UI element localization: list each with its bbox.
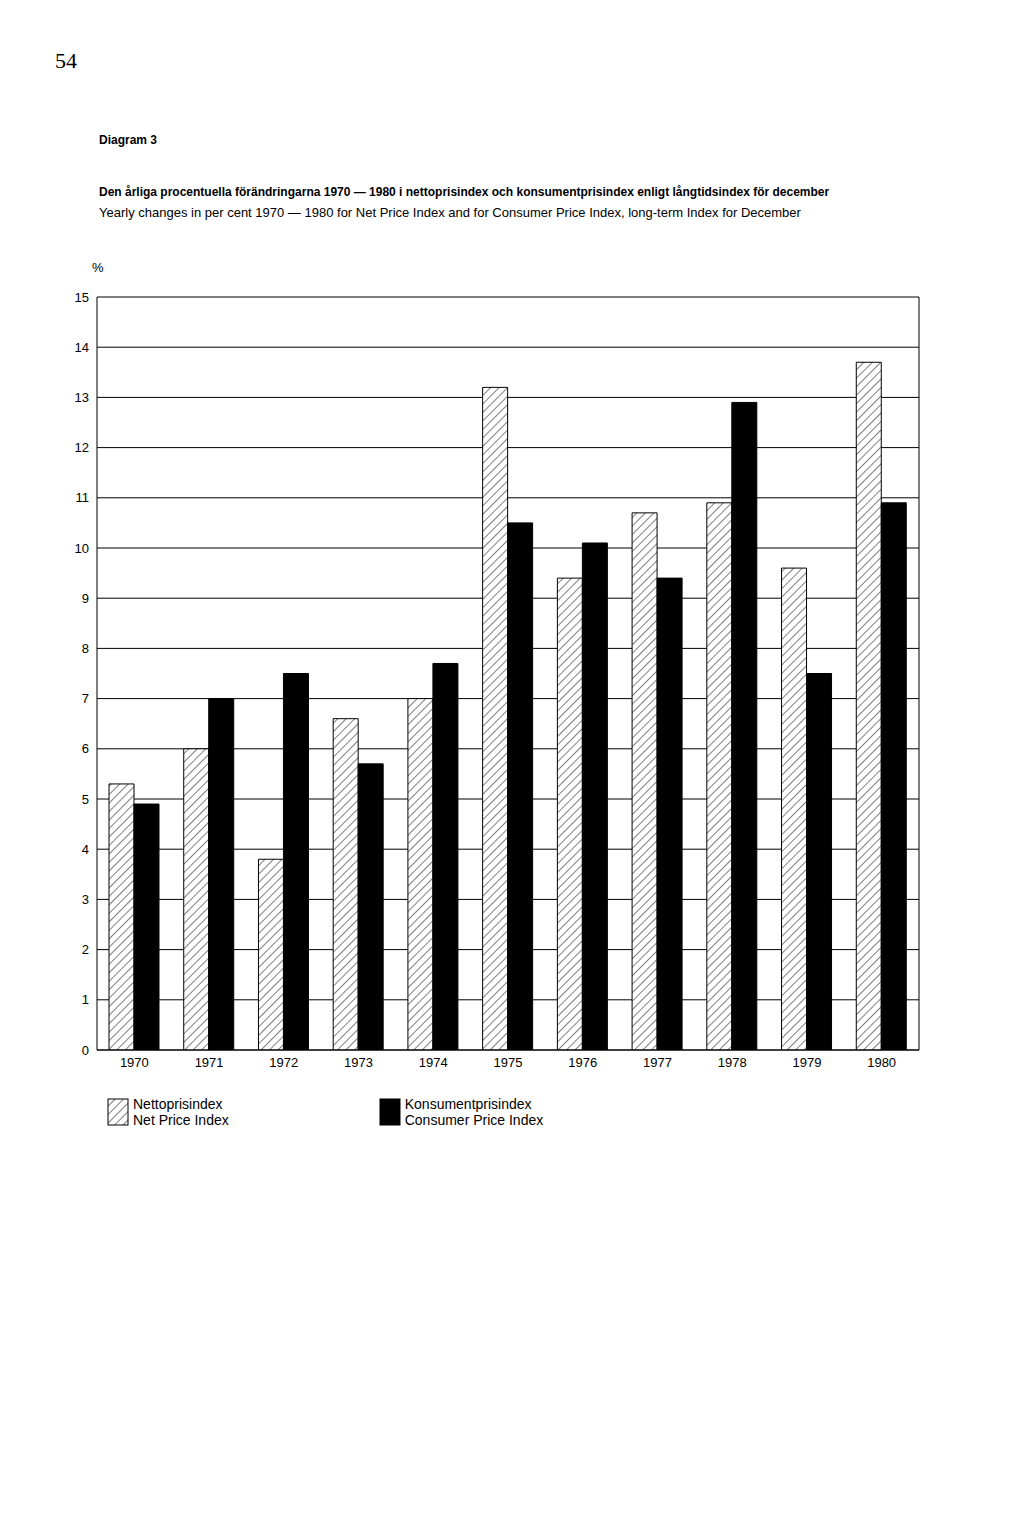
svg-text:1972: 1972 xyxy=(269,1055,298,1070)
svg-text:4: 4 xyxy=(82,842,89,857)
svg-text:1979: 1979 xyxy=(792,1055,821,1070)
svg-text:1976: 1976 xyxy=(568,1055,597,1070)
svg-text:10: 10 xyxy=(75,541,89,556)
svg-text:1978: 1978 xyxy=(718,1055,747,1070)
svg-text:1975: 1975 xyxy=(494,1055,523,1070)
svg-text:14: 14 xyxy=(75,340,89,355)
svg-text:5: 5 xyxy=(82,792,89,807)
svg-text:1973: 1973 xyxy=(344,1055,373,1070)
html-text:Konsumentprisindex: Konsumentprisindex xyxy=(404,1096,532,1112)
svg-text:1974: 1974 xyxy=(419,1055,448,1070)
svg-text:8: 8 xyxy=(82,641,89,656)
html-text:Diagram 3: Diagram 3 xyxy=(99,133,157,147)
svg-text:13: 13 xyxy=(75,390,89,405)
svg-text:12: 12 xyxy=(75,440,89,455)
svg-text:1977: 1977 xyxy=(643,1055,672,1070)
html-text:Net Price Index: Net Price Index xyxy=(133,1112,229,1128)
svg-text:7: 7 xyxy=(82,691,89,706)
svg-text:3: 3 xyxy=(82,892,89,907)
svg-text:0: 0 xyxy=(82,1043,89,1058)
svg-text:1971: 1971 xyxy=(195,1055,224,1070)
svg-text:2: 2 xyxy=(82,942,89,957)
html-text:Nettoprisindex: Nettoprisindex xyxy=(133,1096,223,1112)
svg-text:1970: 1970 xyxy=(120,1055,149,1070)
html-text:54: 54 xyxy=(55,48,77,73)
html-text:Consumer Price Index: Consumer Price Index xyxy=(404,1112,544,1128)
svg-text:9: 9 xyxy=(82,591,89,606)
html-text:Den årliga procentuella föränd: Den årliga procentuella förändringarna 1… xyxy=(99,185,830,199)
svg-text:1: 1 xyxy=(82,992,89,1007)
svg-text:6: 6 xyxy=(82,741,89,756)
svg-text:1980: 1980 xyxy=(867,1055,896,1070)
svg-text:15: 15 xyxy=(75,290,89,305)
svg-text:11: 11 xyxy=(76,490,90,505)
html-text:Yearly changes in per cent 197: Yearly changes in per cent 1970 — 1980 f… xyxy=(99,205,801,220)
